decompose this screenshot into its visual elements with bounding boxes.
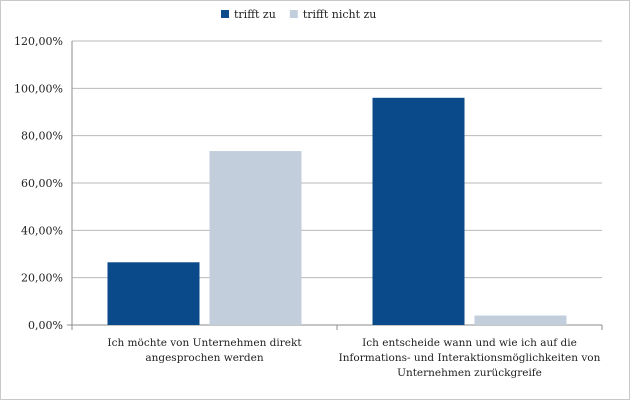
bar-trifft-nicht-zu-2 (474, 315, 567, 325)
legend-label: trifft zu (234, 8, 276, 21)
bar-trifft-zu-2 (372, 97, 465, 325)
category-label: angesprochen werden (145, 352, 264, 364)
y-tick-label: 0,00% (28, 319, 63, 332)
category-label: Ich entscheide wann und wie ich auf die (362, 337, 577, 349)
y-tick-label: 40,00% (21, 224, 63, 237)
legend-swatch (221, 10, 229, 18)
y-tick-label: 100,00% (14, 82, 63, 95)
y-tick-label: 20,00% (21, 272, 63, 285)
category-label: Ich möchte von Unternehmen direkt (107, 337, 302, 349)
bar-trifft-zu-1 (107, 262, 200, 325)
legend-swatch (289, 10, 298, 18)
legend-label: trifft nicht zu (303, 8, 377, 21)
y-tick-label: 120,00% (14, 35, 63, 48)
category-label: Unternehmen zurückgreife (397, 367, 542, 379)
category-label: Informations- und Interaktionsmöglichkei… (339, 352, 601, 364)
bar-trifft-nicht-zu-1 (209, 151, 302, 325)
y-tick-label: 60,00% (21, 177, 63, 190)
y-tick-label: 80,00% (21, 130, 63, 143)
